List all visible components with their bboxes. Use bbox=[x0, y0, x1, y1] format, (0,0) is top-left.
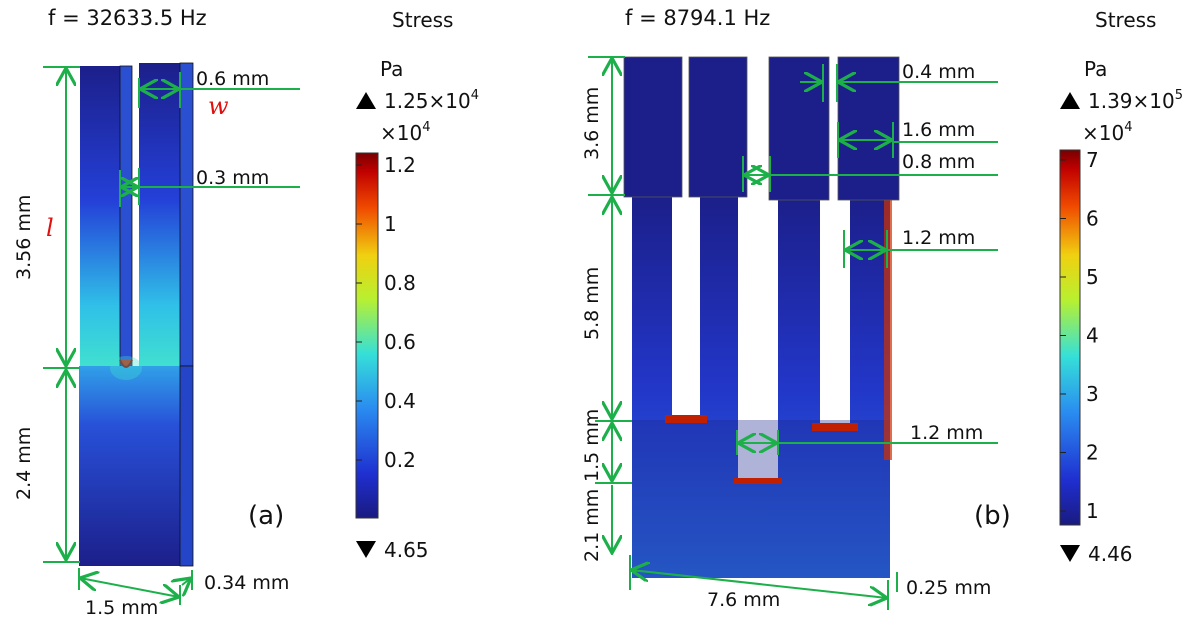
colorbar-tick-label: 3 bbox=[1086, 382, 1099, 406]
colorbar-a-min: 4.65 bbox=[384, 538, 429, 562]
dim-thickness-b: 0.25 mm bbox=[906, 577, 991, 599]
width-symbol: w bbox=[208, 92, 229, 120]
length-symbol: l bbox=[46, 214, 54, 242]
colorbar-a: Stress Pa 1.25×104 ×104 1.2 1 0.8 0.6 0.4 0.2… bbox=[355, 8, 479, 562]
svg-text:1.25×104: 1.25×104 bbox=[384, 88, 479, 113]
colorbar-tick-label: 7 bbox=[1086, 148, 1099, 172]
dim-prong-length-b: 5.8 mm bbox=[581, 267, 603, 340]
colorbar-tick-label: 0.4 bbox=[384, 389, 416, 413]
dim-head-length-b: 3.6 mm bbox=[581, 87, 603, 160]
max-triangle-icon bbox=[356, 92, 376, 109]
panel-b-label: (b) bbox=[974, 501, 1011, 531]
panel-b-title: f = 8794.1 Hz bbox=[625, 6, 770, 30]
min-triangle-icon bbox=[356, 541, 376, 558]
dim-center-gap-b: 0.8 mm bbox=[902, 151, 975, 173]
dim-base-a: 2.4 mm bbox=[13, 427, 35, 500]
colorbar-a-unit: Pa bbox=[380, 57, 403, 81]
colorbar-tick-label: 1 bbox=[384, 212, 397, 236]
colorbar-b-title: Stress bbox=[1095, 8, 1156, 32]
colorbar-b-min: 4.46 bbox=[1088, 542, 1133, 566]
dim-head-width-b: 1.6 mm bbox=[902, 119, 975, 141]
panel-b: f = 8794.1 Hz bbox=[581, 6, 1183, 611]
dim-base-b: 2.1 mm bbox=[581, 489, 603, 562]
dimension-lines-b bbox=[588, 56, 998, 610]
colorbar-tick-label: 0.6 bbox=[384, 330, 416, 354]
colorbar-a-max: 1.25×10 bbox=[384, 89, 471, 113]
colorbar-tick-label: 4 bbox=[1086, 324, 1099, 348]
dim-center-extra-b: 1.5 mm bbox=[581, 409, 603, 482]
tuning-fork-b bbox=[623, 56, 900, 578]
colorbar-b-unit: Pa bbox=[1084, 57, 1107, 81]
svg-text:×104: ×104 bbox=[1082, 120, 1133, 145]
colorbar-tick-label: 6 bbox=[1086, 207, 1099, 231]
dim-prong-width-a: 0.6 mm bbox=[196, 68, 269, 90]
colorbar-a-title: Stress bbox=[392, 8, 453, 32]
dim-head-gap-b: 0.4 mm bbox=[902, 61, 975, 83]
panel-a-title: f = 32633.5 Hz bbox=[48, 6, 207, 30]
dim-thickness-a: 0.34 mm bbox=[204, 572, 289, 594]
dim-center-slot-b: 1.2 mm bbox=[910, 422, 983, 444]
colorbar-tick-label: 0.8 bbox=[384, 271, 416, 295]
colorbar-tick-label: 0.2 bbox=[384, 448, 416, 472]
colorbar-tick-label: 5 bbox=[1086, 265, 1099, 289]
panel-a-label: (a) bbox=[248, 501, 284, 531]
max-triangle-icon bbox=[1060, 92, 1080, 109]
dim-total-width-a: 1.5 mm bbox=[85, 597, 158, 619]
colorbar-tick-label: 1.2 bbox=[384, 153, 416, 177]
dim-gap-a: 0.3 mm bbox=[196, 167, 269, 189]
min-triangle-icon bbox=[1060, 545, 1080, 562]
colorbar-b: Stress Pa 1.39×105 ×104 7 6 5 4 3 2 1 4.46 bbox=[1059, 8, 1183, 566]
svg-text:1.39×105: 1.39×105 bbox=[1088, 88, 1183, 113]
tuning-fork-a bbox=[79, 62, 194, 567]
dim-total-width-b: 7.6 mm bbox=[707, 589, 780, 611]
svg-text:×104: ×104 bbox=[380, 120, 431, 145]
colorbar-b-max: 1.39×10 bbox=[1088, 89, 1175, 113]
colorbar-b-scale: ×10 bbox=[1082, 121, 1124, 145]
dim-prong-width-b: 1.2 mm bbox=[902, 227, 975, 249]
panel-a: f = 32633.5 Hz bbox=[13, 6, 479, 619]
dimension-lines-a bbox=[43, 66, 300, 605]
colorbar-a-scale: ×10 bbox=[380, 121, 422, 145]
colorbar-tick-label: 1 bbox=[1086, 499, 1099, 523]
dim-length-a: 3.56 mm bbox=[13, 195, 35, 280]
colorbar-tick-label: 2 bbox=[1086, 441, 1099, 465]
